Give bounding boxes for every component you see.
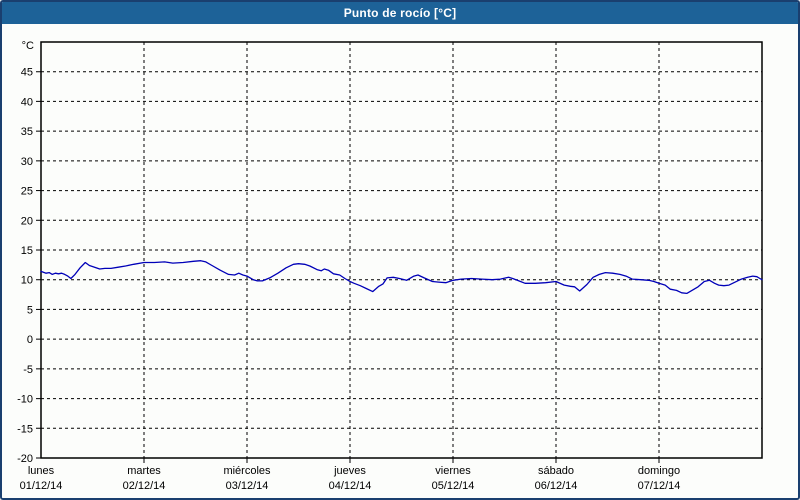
x-axis-day-label: viernes: [435, 465, 471, 477]
y-axis-label: -20: [17, 453, 33, 465]
y-axis-label: 30: [21, 156, 33, 168]
y-axis-label: -10: [17, 394, 33, 406]
y-axis-label: 25: [21, 186, 33, 198]
y-axis-label: 40: [21, 96, 33, 108]
x-axis-day-label: martes: [127, 465, 161, 477]
x-axis-date-label: 06/12/14: [535, 480, 578, 492]
x-axis-date-label: 03/12/14: [226, 480, 269, 492]
y-axis-label: 0: [27, 334, 33, 346]
y-axis-label: 20: [21, 215, 33, 227]
window-title: Punto de rocío [°C]: [343, 6, 457, 20]
x-axis-date-label: 04/12/14: [329, 480, 372, 492]
y-axis-label: 15: [21, 245, 33, 257]
y-axis-label: -5: [23, 364, 33, 376]
window-titlebar: Punto de rocío [°C]: [2, 2, 798, 24]
x-axis-date-label: 05/12/14: [432, 480, 475, 492]
dew-point-chart: 45 40 35 30 25 20 15 10 5 0 -5 -10 -15 -20 °C lunes 01/1…: [17, 40, 763, 492]
y-axis-label: 35: [21, 126, 33, 138]
y-axis-label: 5: [27, 304, 33, 316]
y-axis-label: -15: [17, 423, 33, 435]
y-axis-label: 10: [21, 275, 33, 287]
x-axis-date-label: 07/12/14: [638, 480, 681, 492]
y-axis-label: 45: [21, 67, 33, 79]
x-axis-day-label: domingo: [638, 465, 680, 477]
x-axis-day-label: lunes: [28, 465, 55, 477]
x-axis-day-label: sábado: [538, 465, 574, 477]
x-axis-day-label: miércoles: [223, 465, 271, 477]
dew-point-series-line: [40, 260, 763, 295]
x-axis-day-label: jueves: [333, 465, 366, 477]
x-axis-date-label: 01/12/14: [20, 480, 63, 492]
chart-area: 45 40 35 30 25 20 15 10 5 0 -5 -10 -15 -20 °C lunes 01/1…: [2, 24, 798, 498]
y-axis-unit-label: °C: [22, 40, 34, 52]
x-axis-date-label: 02/12/14: [123, 480, 166, 492]
